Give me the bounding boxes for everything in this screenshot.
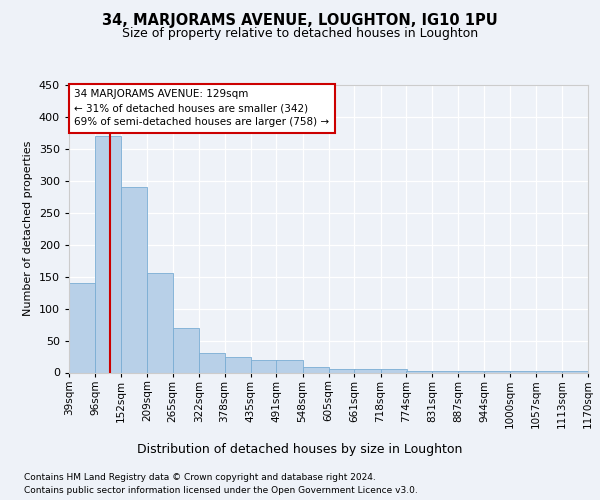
Bar — [199, 354, 225, 372]
Text: 34, MARJORAMS AVENUE, LOUGHTON, IG10 1PU: 34, MARJORAMS AVENUE, LOUGHTON, IG10 1PU — [102, 12, 498, 28]
Bar — [173, 328, 199, 372]
Bar — [277, 360, 302, 372]
Text: Contains HM Land Registry data © Crown copyright and database right 2024.: Contains HM Land Registry data © Crown c… — [24, 472, 376, 482]
Text: Size of property relative to detached houses in Loughton: Size of property relative to detached ho… — [122, 28, 478, 40]
Bar — [251, 360, 277, 372]
Bar — [95, 136, 121, 372]
Text: Distribution of detached houses by size in Loughton: Distribution of detached houses by size … — [137, 442, 463, 456]
Bar — [121, 187, 147, 372]
Text: 34 MARJORAMS AVENUE: 129sqm
← 31% of detached houses are smaller (342)
69% of se: 34 MARJORAMS AVENUE: 129sqm ← 31% of det… — [74, 90, 329, 128]
Bar — [536, 370, 562, 372]
Bar — [355, 370, 380, 372]
Bar — [433, 370, 458, 372]
Text: Contains public sector information licensed under the Open Government Licence v3: Contains public sector information licen… — [24, 486, 418, 495]
Bar — [69, 283, 95, 372]
Bar — [406, 370, 433, 372]
Bar — [224, 356, 251, 372]
Bar — [147, 274, 173, 372]
Bar — [510, 370, 536, 372]
Bar — [380, 370, 407, 372]
Bar — [458, 370, 484, 372]
Bar — [329, 368, 355, 372]
Bar — [302, 368, 329, 372]
Bar — [484, 370, 511, 372]
Bar — [562, 370, 588, 372]
Y-axis label: Number of detached properties: Number of detached properties — [23, 141, 33, 316]
